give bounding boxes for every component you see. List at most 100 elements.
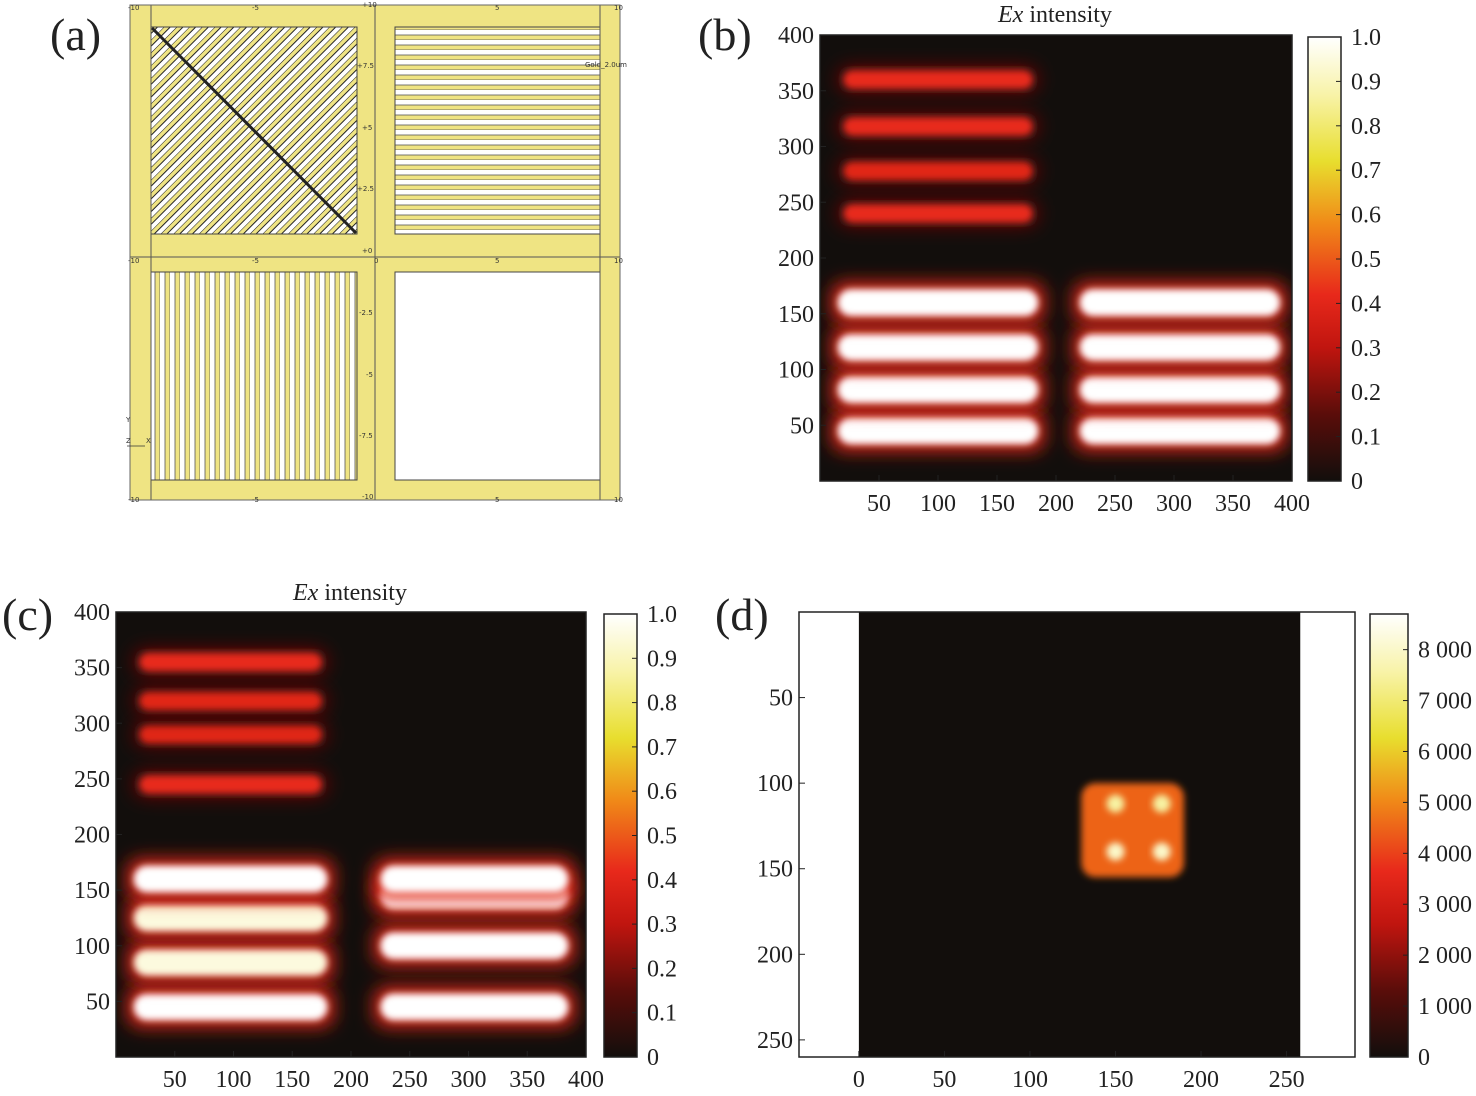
x-tick-label: 200 [1038,491,1074,517]
tick: -5 [252,4,259,12]
horizontal-grating [394,26,601,235]
chart-b: Ex intensity 50 100 150 200 250 300 350 400 50 100… [778,2,1381,517]
axis-indicator-z: Z [126,437,131,445]
panel-label-d: (d) [715,589,769,640]
y-tick-label: 200 [74,823,110,849]
x-tick-label: 300 [1156,491,1192,517]
y-tick-label: 150 [74,878,110,904]
y-tick-label: 100 [74,934,110,960]
blank-column [799,612,859,1057]
y-tick-label: 150 [757,857,793,883]
chart-c: Ex intensity 50 100 150 200 250 300 350 400 50 100… [74,580,677,1093]
y-tick-label: 150 [778,302,814,328]
colorbar-tick-label: 0.5 [647,824,677,850]
tick: +5 [362,124,372,132]
chart-title: Ex intensity [997,2,1112,28]
intensity-band [380,932,569,960]
tick: 5 [495,4,499,12]
tick: 0 [374,257,378,265]
tick: +10 [362,1,377,9]
chart-d: 0 50 100 150 200 250 50 100 150 200 250 0 1 000 2 000… [757,611,1472,1093]
tick: -10 [362,493,373,501]
intensity-band [837,376,1039,403]
colorbar [1307,36,1342,482]
colorbar-tick-label: 1.0 [1351,25,1381,51]
vertical-grating [150,271,358,481]
colorbar-tick-label: 0 [647,1045,659,1071]
colorbar-tick-label: 0.3 [1351,336,1381,362]
intensity-band [139,725,322,744]
blank-column [1300,612,1355,1057]
colorbar-tick-label: 0.7 [1351,158,1381,184]
y-tick-label: 200 [778,246,814,272]
y-tick-label: 50 [86,989,110,1015]
x-tick-label: 400 [1274,491,1310,517]
y-tick-label: 100 [757,771,793,797]
intensity-band [133,865,328,893]
tick: -7.5 [359,432,373,440]
intensity-band [1079,333,1281,361]
x-tick-label: 350 [509,1067,545,1093]
intensity-band [1079,376,1281,403]
intensity-band [133,904,328,932]
y-tick-label: 300 [778,135,814,161]
tick: -5 [252,257,259,265]
intensity-band [133,993,328,1021]
intensity-band [1079,289,1281,316]
intensity-band [380,993,569,1021]
intensity-band [837,333,1039,361]
colorbar-tick-label: 0.4 [647,868,677,894]
y-tick-label: 250 [778,190,814,216]
tick: +2.5 [357,185,374,193]
tick: -10 [128,4,139,12]
colorbar-tick-label: 0.8 [1351,114,1381,140]
tick: -10 [128,496,139,504]
x-tick-label: 50 [163,1067,187,1093]
intensity-band [133,949,328,976]
tick: +0 [362,247,372,255]
intensity-band [139,653,322,671]
y-tick-label: 100 [778,358,814,384]
y-tick-label: 400 [778,23,814,49]
y-tick-label: 50 [790,413,814,439]
intensity-band [837,289,1039,316]
x-tick-label: 250 [392,1067,428,1093]
tick: +7.5 [357,62,374,70]
y-tick-label: 350 [74,656,110,682]
intensity-band [139,775,322,794]
intensity-spot [1106,794,1125,813]
axis-indicator-y: Y [125,416,131,424]
axis-indicator-x: X [146,437,151,445]
colorbar-tick-label: 0 [1351,469,1363,495]
intensity-spot [1152,794,1171,813]
colorbar-tick-label: 5 000 [1418,790,1472,816]
spot-halo [1081,783,1184,878]
colorbar-tick-label: 0.4 [1351,291,1381,317]
intensity-band [843,204,1033,223]
colorbar-tick-label: 0.7 [647,735,677,761]
x-tick-label: 50 [932,1067,956,1093]
intensity-spot [1152,842,1171,861]
tick: 10 [614,257,623,265]
x-tick-label: 50 [867,491,891,517]
colorbar-tick-label: 0.6 [647,779,677,805]
colorbar-tick-label: 3 000 [1418,892,1472,918]
intensity-band [843,117,1033,136]
x-tick-label: 200 [333,1067,369,1093]
panel-a: (a) -10 -5 +10 5 10 -10 -5 0 5 10 -10 -5… [50,1,627,504]
intensity-band [843,70,1033,89]
tick: -10 [128,257,139,265]
colorbar-tick-label: 0 [1418,1045,1430,1071]
heatmap-marks [1081,783,1184,878]
x-tick-label: 150 [1097,1067,1133,1093]
intensity-band [380,865,569,893]
tick: 5 [495,257,499,265]
heatmap-marks [831,66,1287,451]
chart-title: Ex intensity [292,580,407,606]
colorbar-tick-label: 6 000 [1418,739,1472,765]
colorbar-tick-label: 0.5 [1351,247,1381,273]
colorbar-tick-label: 0.1 [1351,425,1381,451]
x-tick-label: 150 [979,491,1015,517]
intensity-band [843,162,1033,180]
x-tick-label: 200 [1183,1067,1219,1093]
